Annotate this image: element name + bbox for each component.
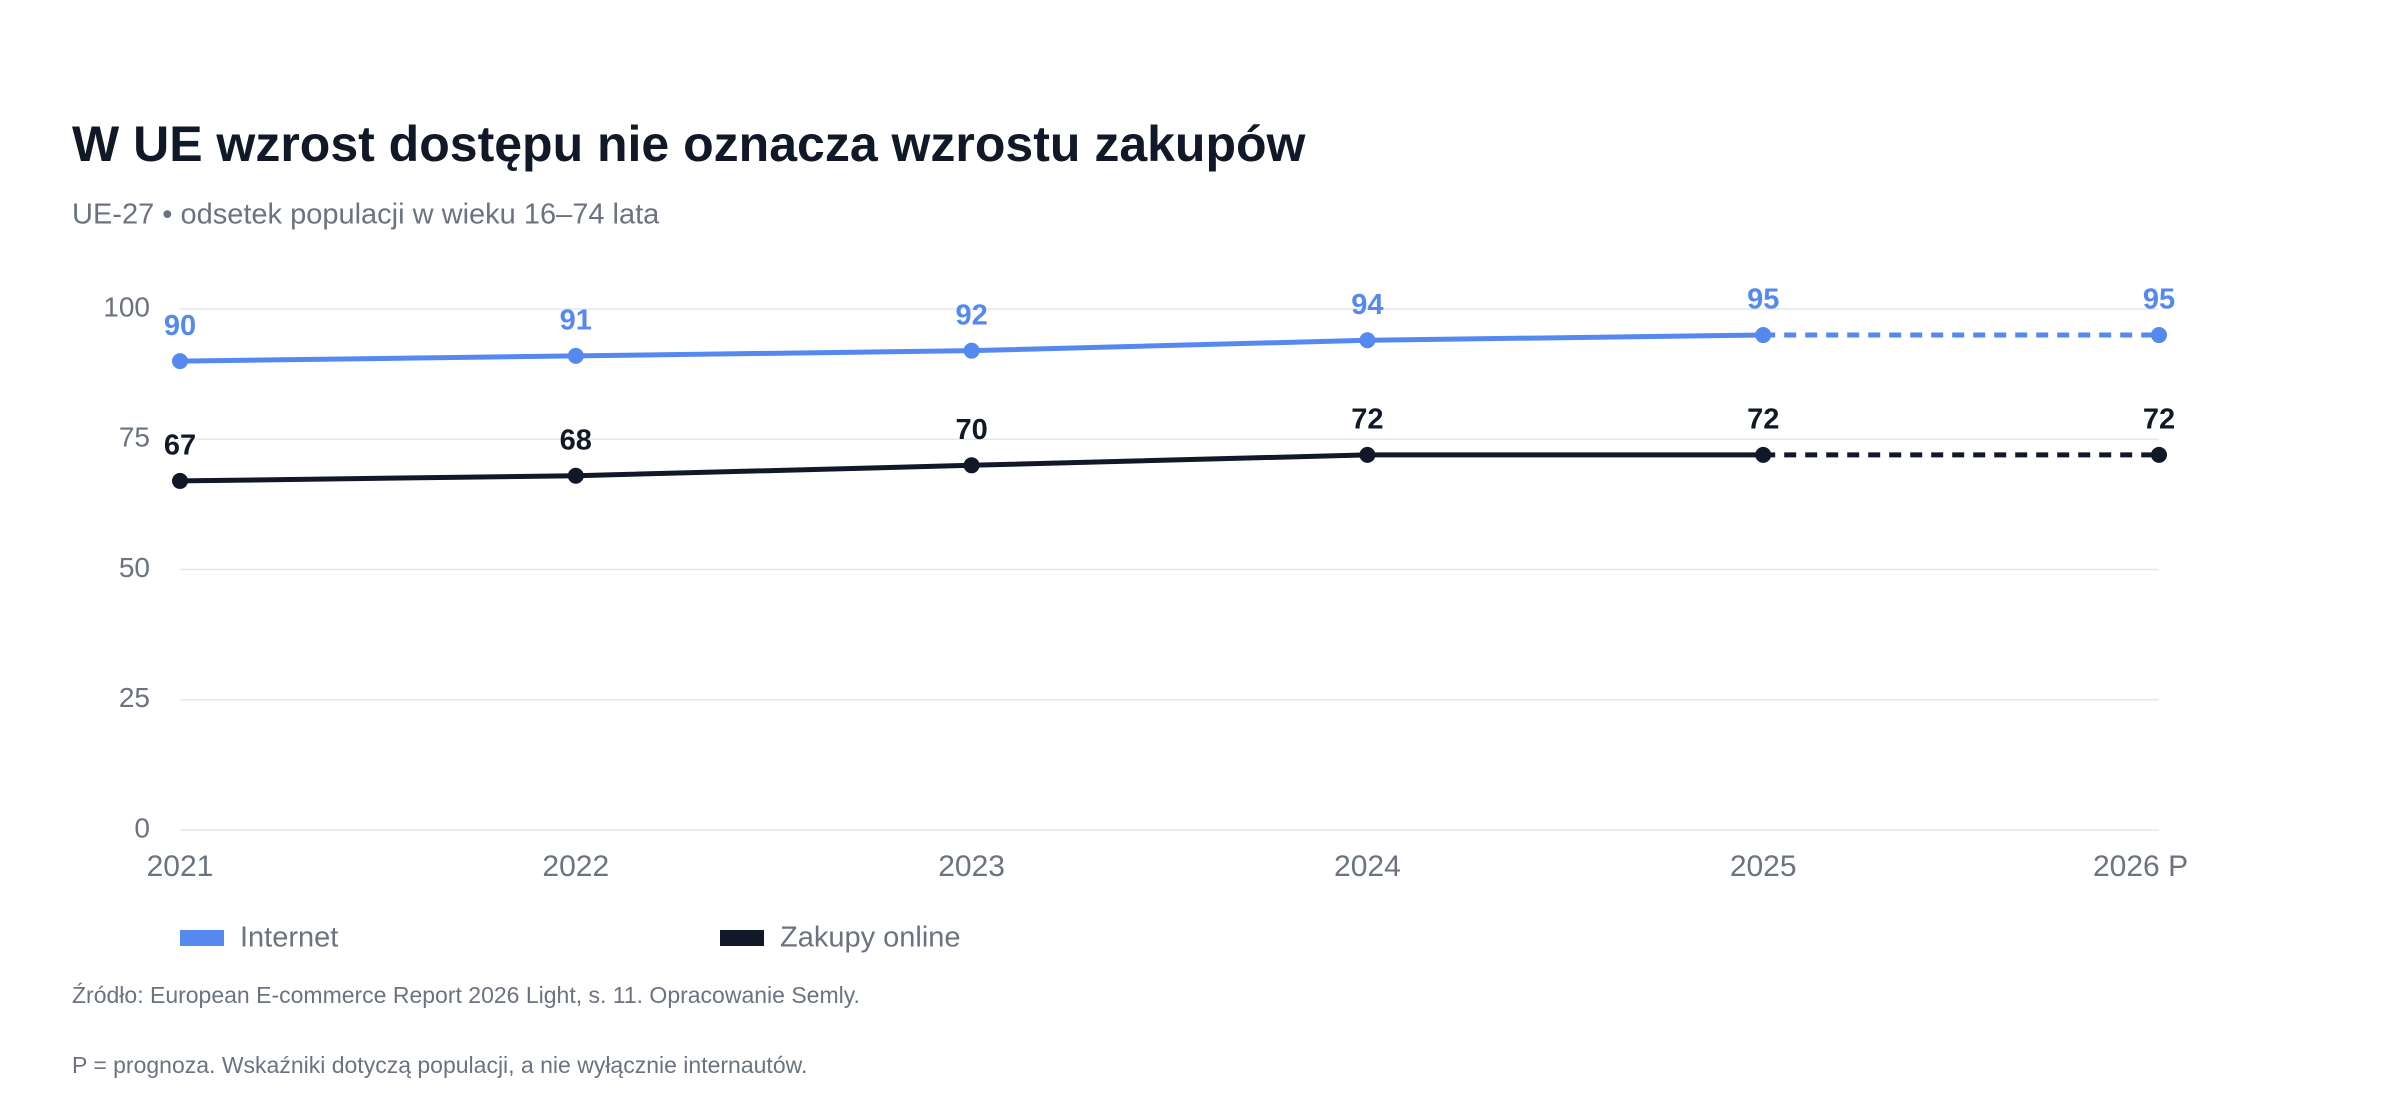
x-tick-label: 2026 P: [2093, 850, 2188, 883]
value-label: 92: [955, 299, 987, 331]
point: [1755, 327, 1772, 344]
value-label: 94: [1351, 289, 1383, 321]
x-tick-label: 2024: [1334, 850, 1401, 883]
point: [2151, 446, 2167, 463]
legend-label: Internet: [240, 922, 338, 954]
point: [1359, 332, 1376, 349]
y-tick-label: 0: [134, 812, 150, 843]
value-label: 90: [164, 310, 196, 342]
x-tick-label: 2021: [147, 850, 214, 883]
value-label: 95: [1747, 284, 1779, 316]
point: [567, 347, 584, 364]
legend-label: Zakupy online: [780, 922, 961, 954]
x-tick-label: 2023: [938, 850, 1005, 883]
point: [1359, 446, 1376, 463]
x-tick-label: 2025: [1730, 850, 1797, 883]
chart-title: W UE wzrost dostępu nie oznacza wzrostu …: [72, 116, 1306, 172]
x-tick-label: 2022: [542, 850, 609, 883]
legend-swatch: [720, 930, 764, 946]
value-label: 67: [164, 430, 196, 462]
y-tick-label: 50: [119, 552, 150, 583]
value-label: 72: [1747, 404, 1779, 436]
point: [2151, 327, 2167, 344]
legend-swatch: [180, 930, 224, 946]
point: [1755, 446, 1772, 463]
y-tick-label: 100: [103, 291, 150, 322]
point: [172, 353, 188, 370]
point: [963, 457, 980, 474]
value-label: 95: [2143, 284, 2175, 316]
value-label: 91: [560, 305, 592, 337]
y-tick-label: 25: [119, 682, 150, 713]
chart-subtitle: UE-27 • odsetek populacji w wieku 16–74 …: [72, 199, 660, 231]
value-label: 68: [560, 424, 592, 456]
value-label: 72: [2143, 404, 2175, 436]
y-tick-label: 75: [119, 422, 150, 453]
point: [172, 472, 188, 489]
value-label: 70: [955, 414, 987, 446]
source: Źródło: European E-commerce Report 2026 …: [72, 982, 860, 1008]
point: [567, 467, 584, 484]
point: [963, 342, 980, 359]
value-label: 72: [1351, 404, 1383, 436]
note: P = prognoza. Wskaźniki dotyczą populacj…: [72, 1052, 807, 1078]
